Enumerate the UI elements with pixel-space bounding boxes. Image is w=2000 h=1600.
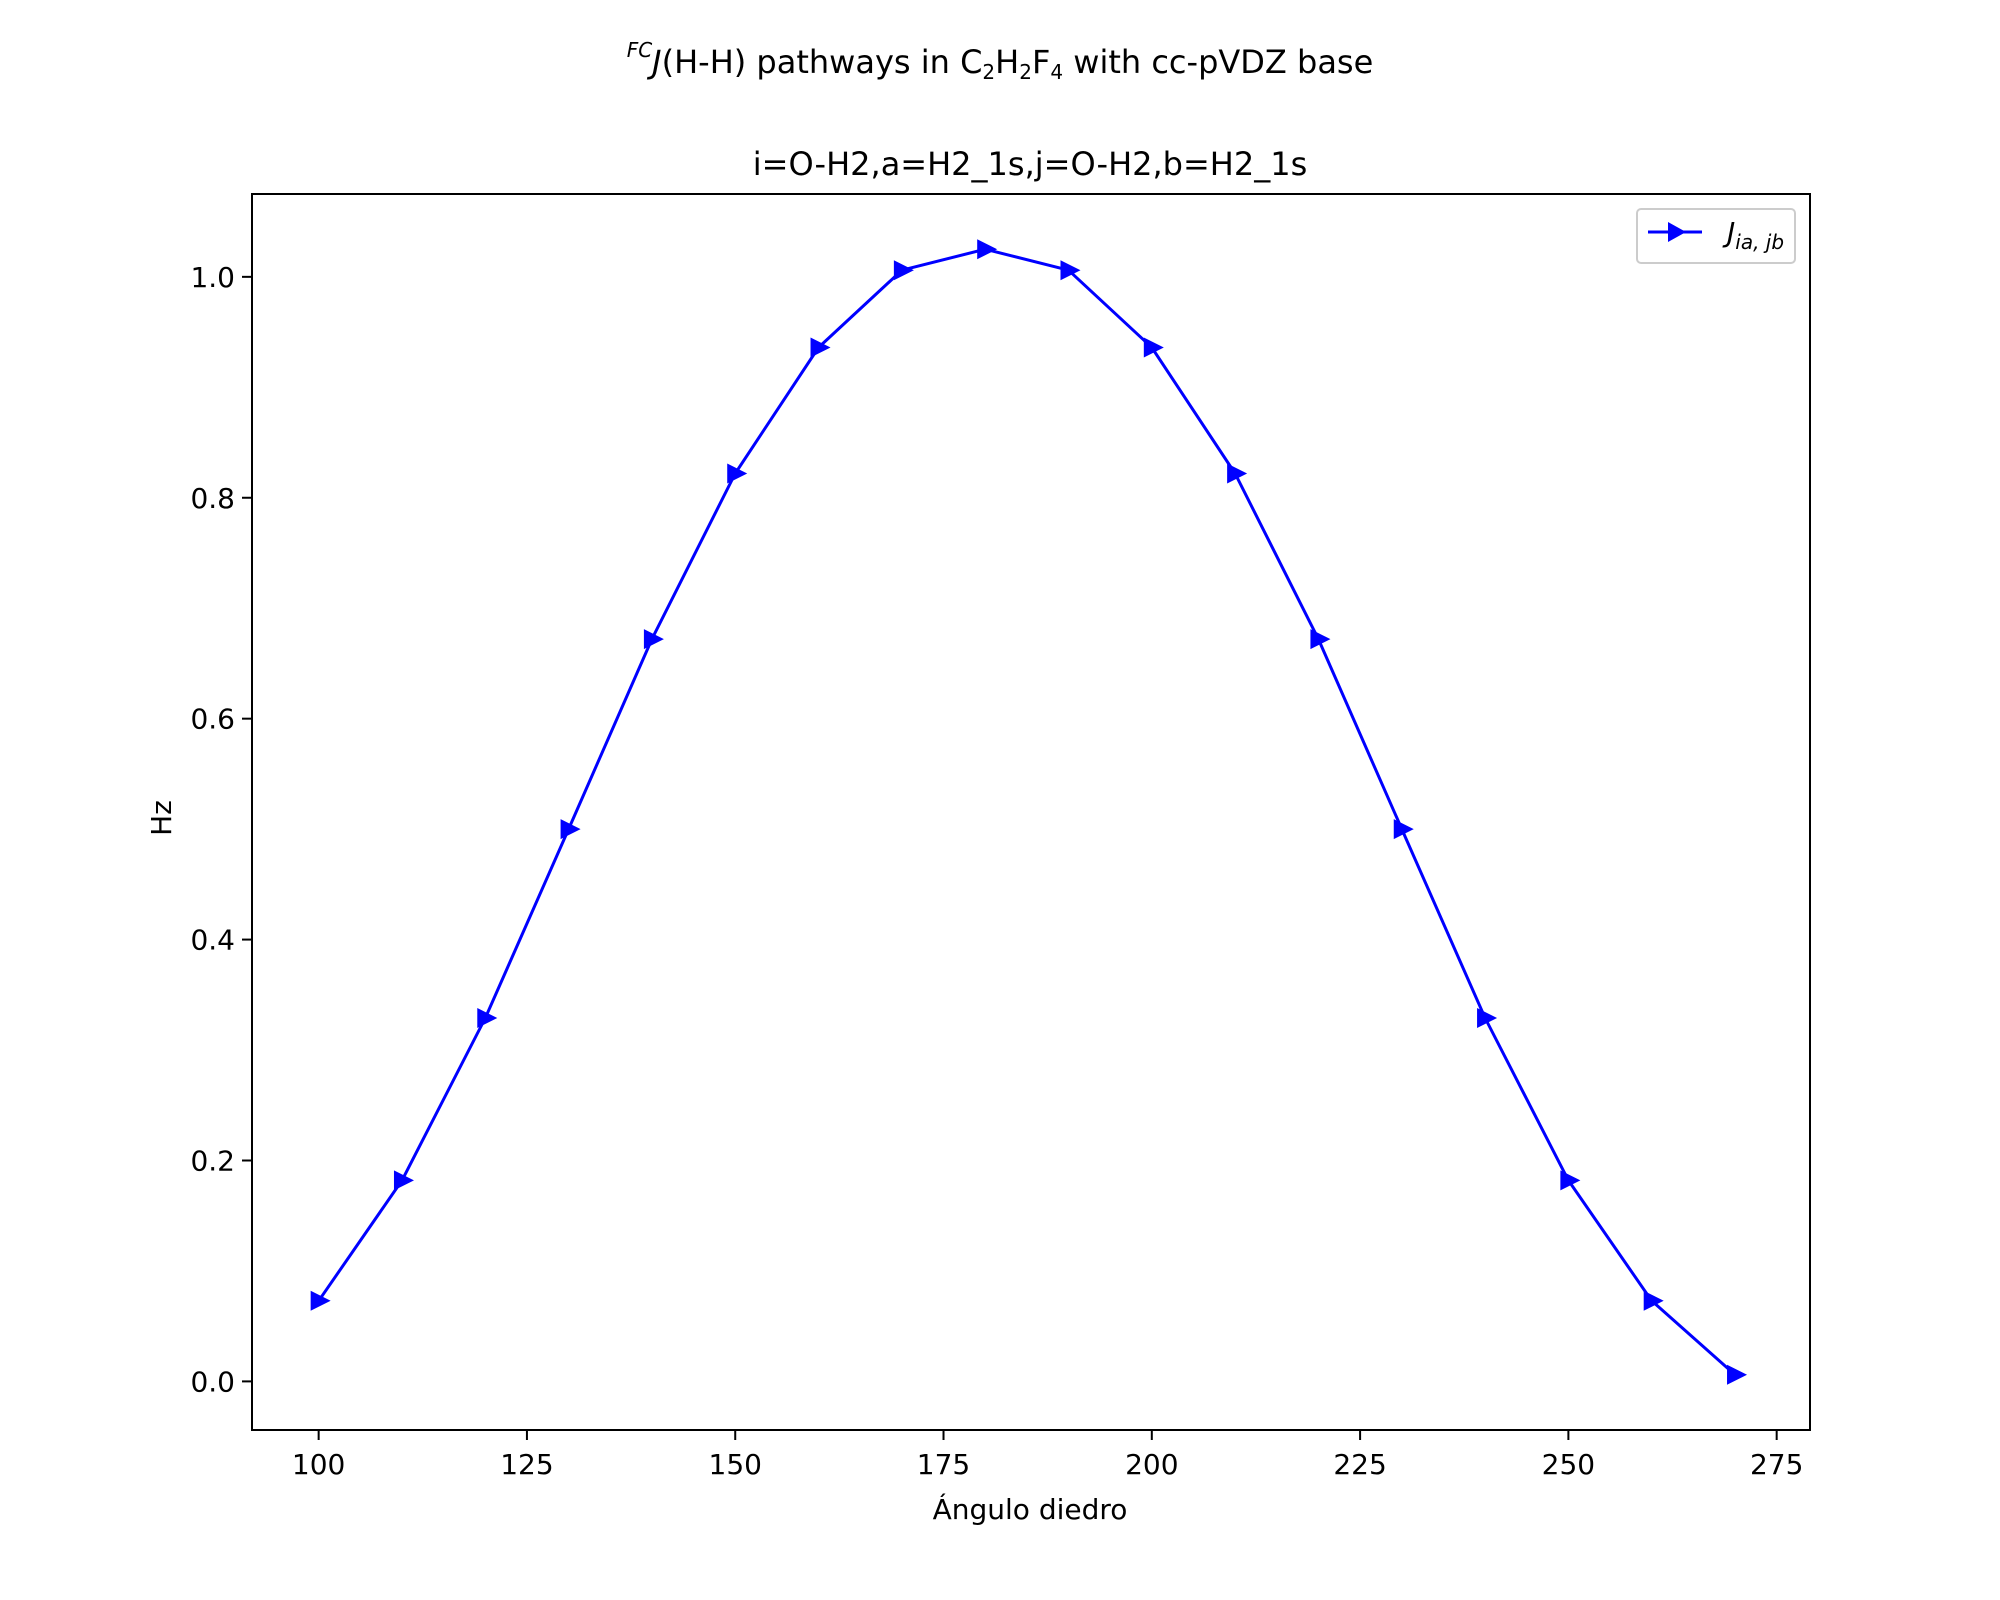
y-tick-label: 0.0 [190,1365,235,1398]
legend: Jia, jb [1636,208,1796,264]
x-tick-label: 200 [1125,1448,1178,1481]
data-point [893,260,914,281]
x-axis-label: Ángulo diedro [933,1492,1128,1526]
data-point [1143,337,1164,358]
axes-title: i=O-H2,a=H2_1s,j=O-H2,b=H2_1s [753,145,1307,183]
y-tick-label: 1.0 [190,261,235,294]
y-axis-label: Hz [145,800,178,836]
data-point [1560,1170,1581,1191]
x-tick-label: 100 [292,1448,345,1481]
data-point [393,1170,414,1191]
y-axis: 0.0 0.2 0.4 0.6 0.8 1.0 [190,261,252,1398]
data-point [977,239,998,260]
data-point [1477,1008,1498,1028]
data-point [643,629,664,650]
x-tick-label: 175 [917,1448,970,1481]
title-text-h: H [995,43,1020,81]
title-j: J [652,43,662,81]
data-point [1643,1290,1664,1311]
series-layer [310,239,1748,1385]
x-tick-label: 250 [1542,1448,1595,1481]
title-text-a: (H-H) pathways in C [661,43,983,81]
data-point [810,337,831,358]
figure-title: FCJ(H-H) pathways in C2H2F4 with cc-pVDZ… [0,30,2000,92]
y-tick-label: 0.4 [190,924,235,957]
data-point [1060,260,1081,281]
series-line [317,247,1736,1376]
data-point [477,1008,498,1028]
legend-box [1636,208,1796,264]
title-sub-3: 4 [1050,60,1064,84]
title-sub-1: 2 [982,60,996,84]
y-tick-label: 0.8 [190,482,235,515]
x-tick-label: 150 [709,1448,762,1481]
x-tick-label: 125 [500,1448,553,1481]
data-point [727,463,748,484]
data-point [1393,819,1414,840]
title-sub-2: 2 [1019,60,1032,84]
title-text-rest: with cc-pVDZ base [1063,43,1374,81]
title-superscript: FC [626,38,653,62]
x-axis: 100 125 150 175 200 225 250 275 [292,1430,1803,1481]
title-text-f: F [1031,43,1051,81]
y-tick-label: 0.2 [190,1144,235,1177]
data-point [560,819,581,840]
legend-label-sub: ia, jb [1735,230,1784,254]
data-point [310,1290,331,1311]
data-point [1310,629,1331,650]
data-point [1227,463,1248,484]
plot-frame [251,193,1811,1431]
data-point [1727,1364,1748,1385]
x-tick-label: 275 [1750,1448,1803,1481]
x-tick-label: 225 [1333,1448,1386,1481]
legend-marker [1668,222,1686,242]
y-tick-label: 0.6 [190,703,235,736]
